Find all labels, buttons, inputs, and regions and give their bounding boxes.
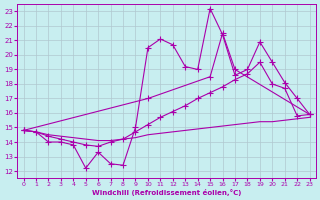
X-axis label: Windchill (Refroidissement éolien,°C): Windchill (Refroidissement éolien,°C) (92, 189, 241, 196)
